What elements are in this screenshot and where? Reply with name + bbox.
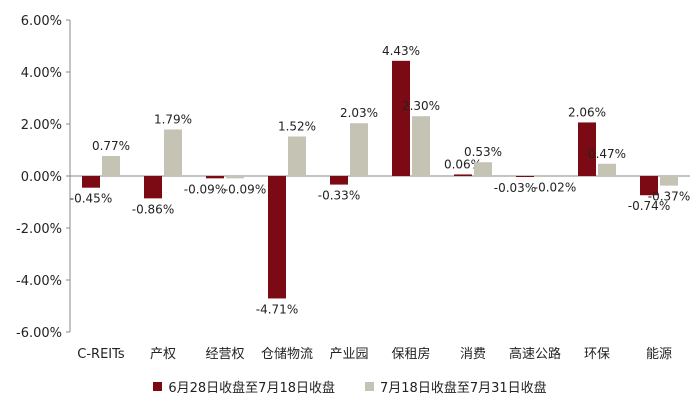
data-label-series-2: 2.30% [402, 99, 440, 113]
bar-series-1 [206, 176, 224, 179]
category-label: C-REITs [77, 347, 125, 362]
bar-series-1 [330, 176, 348, 185]
bar-series-1 [640, 176, 658, 196]
data-label-series-2: -0.09% [224, 182, 266, 196]
bar-series-2 [288, 136, 306, 176]
category-label: 保租房 [391, 346, 430, 362]
bar-series-1 [578, 122, 596, 176]
data-label-series-1: -0.03% [494, 181, 536, 195]
data-label-series-2: -0.02% [534, 181, 576, 195]
bar-series-2 [226, 176, 244, 179]
data-label-series-2: 2.03% [340, 106, 378, 120]
bar-series-1 [454, 174, 472, 176]
legend-swatch-series-1 [153, 381, 163, 391]
legend-swatch-series-2 [365, 381, 374, 391]
bar-series-2 [474, 162, 492, 176]
y-tick-label: -4.00% [16, 274, 62, 289]
category-label: 环保 [584, 347, 610, 362]
bar-chart: 6.00% 4.00% 2.00% 0.00% -2.00% -4.00% -6.00% -0… [16, 14, 690, 362]
legend-item-series-2: 7月18日收盘至7月31日收盘 [365, 377, 547, 396]
legend-item-series-1: 6月28日收盘至7月18日收盘 [153, 377, 335, 396]
legend-label-series-2: 7月18日收盘至7月31日收盘 [380, 380, 547, 396]
legend: 6月28日收盘至7月18日收盘 7月18日收盘至7月31日收盘 [0, 372, 700, 400]
data-label-series-2: 0.77% [92, 139, 130, 153]
bar-series-2 [660, 176, 678, 186]
data-label-series-1: -0.09% [184, 182, 226, 196]
y-tick-label: 6.00% [21, 14, 62, 29]
data-label-series-2: -0.37% [648, 190, 690, 204]
data-label-series-1: 0.06% [444, 157, 482, 171]
bar-series-1 [392, 60, 410, 176]
category-label: 产业园 [329, 347, 368, 362]
data-label-series-1: -0.74% [628, 199, 670, 213]
data-label-series-2: 1.79% [154, 112, 192, 126]
bar-series-1 [516, 176, 534, 177]
bar-series-2 [536, 176, 554, 177]
legend-label-series-1: 6月28日收盘至7月18日收盘 [168, 380, 335, 396]
bar-series-1 [144, 176, 162, 199]
y-tick-label: 2.00% [21, 118, 62, 133]
bar-series-2 [412, 116, 430, 176]
bar-series-2 [102, 155, 120, 176]
data-label-series-1: 2.06% [568, 105, 606, 119]
y-tick-label: -6.00% [16, 326, 62, 341]
category-label: 经营权 [205, 346, 244, 362]
data-label-series-2: 0.47% [588, 147, 626, 161]
bar-series-2 [164, 129, 182, 176]
bar-series-1 [82, 176, 100, 188]
data-label-series-1: -0.86% [132, 202, 174, 216]
data-label-series-1: -0.45% [70, 192, 112, 206]
y-tick-label: 0.00% [21, 170, 62, 185]
bar-series-1 [268, 176, 286, 299]
bar-series-2 [598, 163, 616, 176]
data-label-series-1: -0.33% [318, 189, 360, 203]
category-label: 消费 [460, 347, 486, 362]
category-label: 能源 [646, 347, 672, 362]
data-label-series-2: 0.53% [464, 145, 502, 159]
y-tick-label: 4.00% [21, 66, 62, 81]
category-label: 仓储物流 [261, 347, 313, 362]
y-tick-label: -2.00% [16, 222, 62, 237]
bar-series-2 [350, 123, 368, 176]
data-label-series-1: -4.71% [256, 302, 298, 316]
category-label: 产权 [150, 346, 176, 362]
data-label-series-1: 4.43% [382, 44, 420, 58]
category-label: 高速公路 [509, 346, 561, 362]
data-label-series-2: 1.52% [278, 119, 316, 133]
